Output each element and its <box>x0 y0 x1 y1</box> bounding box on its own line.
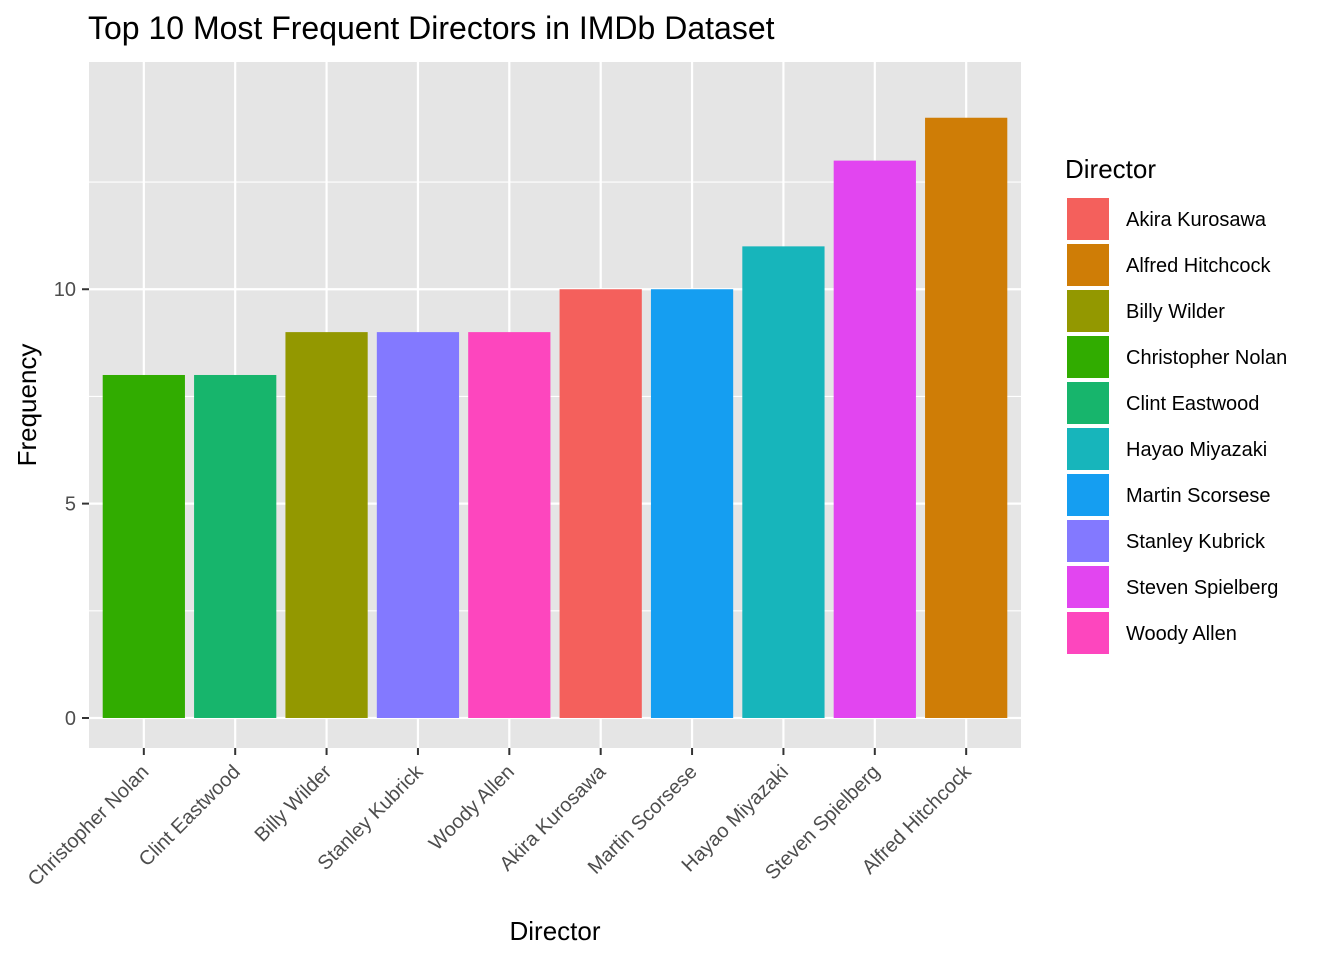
legend-key <box>1067 428 1109 470</box>
legend-label: Clint Eastwood <box>1126 393 1259 415</box>
bar <box>102 374 185 718</box>
bar <box>468 332 551 718</box>
legend-label: Steven Spielberg <box>1126 577 1278 599</box>
x-tick-label: Woody Allen <box>425 761 519 855</box>
legend-key <box>1067 290 1109 332</box>
legend-key <box>1067 382 1109 424</box>
legend-label: Billy Wilder <box>1126 301 1225 323</box>
legend-key <box>1067 198 1109 240</box>
x-tick-label: Christopher Nolan <box>24 761 154 891</box>
x-tick-label: Billy Wilder <box>251 761 337 847</box>
legend-label: Stanley Kubrick <box>1126 531 1266 553</box>
bar <box>194 374 277 718</box>
y-axis-title: Frequency <box>12 344 42 467</box>
legend-label: Hayao Miyazaki <box>1126 439 1267 461</box>
legend-key <box>1067 566 1109 608</box>
legend-key <box>1067 336 1109 378</box>
legend-label: Christopher Nolan <box>1126 347 1287 369</box>
bar <box>285 332 368 718</box>
bar <box>559 289 642 718</box>
legend-label: Akira Kurosawa <box>1126 209 1267 231</box>
legend-key <box>1067 520 1109 562</box>
y-tick-label: 5 <box>65 494 76 516</box>
legend-key <box>1067 612 1109 654</box>
bars <box>102 117 1008 718</box>
legend-title: Director <box>1065 154 1156 184</box>
bar <box>742 246 825 718</box>
legend-key <box>1067 474 1109 516</box>
bar <box>376 332 460 718</box>
bar <box>925 117 1008 718</box>
x-axis-title: Director <box>509 916 600 946</box>
bar <box>650 289 734 718</box>
y-axis: 0 5 10 <box>54 279 89 730</box>
y-tick-label: 0 <box>65 708 76 730</box>
legend-key <box>1067 244 1109 286</box>
y-tick-label: 10 <box>54 279 76 301</box>
chart-title: Top 10 Most Frequent Directors in IMDb D… <box>88 10 775 46</box>
bar <box>833 160 916 718</box>
legend-label: Woody Allen <box>1126 623 1237 645</box>
legend: Director Akira Kurosawa Alfred Hitchcock B… <box>1065 154 1287 654</box>
legend-label: Alfred Hitchcock <box>1126 255 1271 277</box>
legend-label: Martin Scorsese <box>1126 485 1271 507</box>
